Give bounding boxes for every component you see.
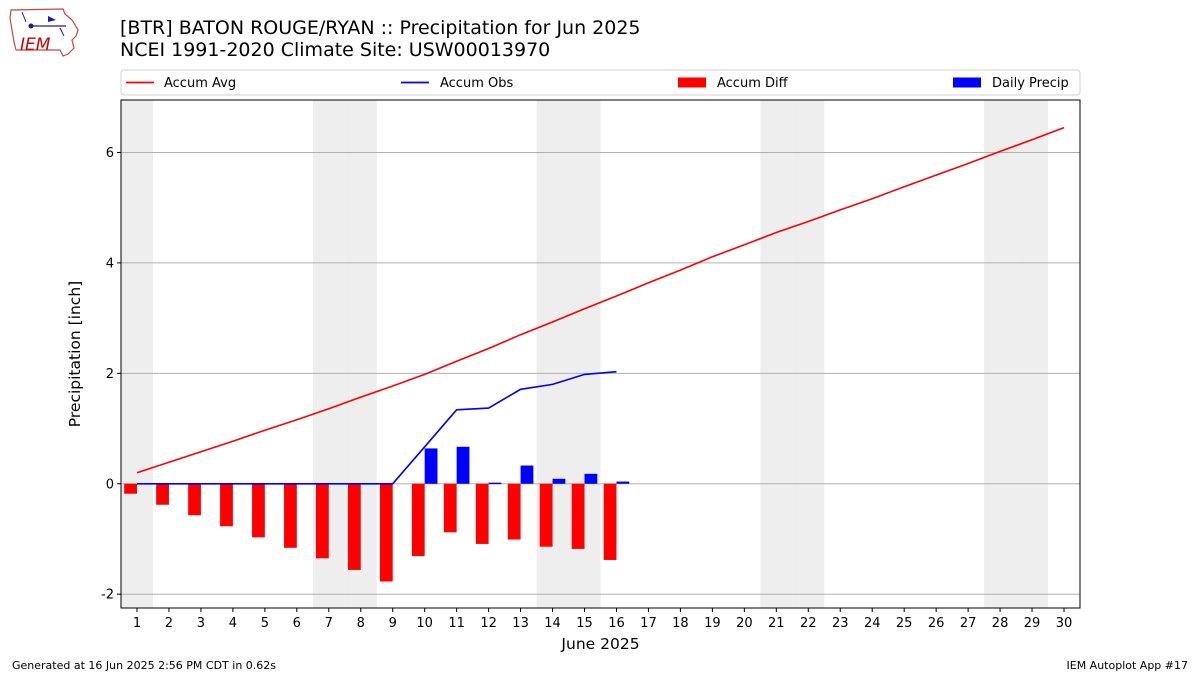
daily-precip-bar — [456, 446, 470, 484]
daily-precip-bar — [520, 465, 534, 484]
x-tick-label: 20 — [736, 616, 753, 631]
x-tick-label: 3 — [197, 616, 205, 631]
x-tick-label: 7 — [325, 616, 333, 631]
x-tick-label: 11 — [448, 616, 465, 631]
x-tick-label: 17 — [640, 616, 657, 631]
y-tick-label: 2 — [106, 367, 114, 382]
app-footer: IEM Autoplot App #17 — [1066, 659, 1189, 672]
accum-diff-bar — [156, 483, 169, 505]
weekend-band — [984, 100, 1017, 608]
x-tick-label: 18 — [672, 616, 689, 631]
accum-diff-bar — [124, 483, 137, 494]
daily-precip-bar — [616, 481, 630, 484]
y-axis-label: Precipitation [inch] — [66, 281, 84, 427]
x-tick-label: 13 — [512, 616, 529, 631]
legend-label: Accum Avg — [164, 76, 236, 91]
weekend-band — [121, 100, 153, 608]
weekend-band — [760, 100, 793, 608]
chart-title-block: [BTR] BATON ROUGE/RYAN :: Precipitation … — [120, 17, 641, 61]
weekend-band — [792, 100, 825, 608]
x-tick-label: 2 — [165, 616, 173, 631]
x-tick-label: 10 — [416, 616, 433, 631]
legend-swatch-bar — [678, 77, 706, 88]
daily-precip-bar — [424, 448, 438, 484]
generated-footer: Generated at 16 Jun 2025 2:56 PM CDT in … — [12, 659, 277, 672]
legend-label: Accum Diff — [717, 76, 789, 91]
x-tick-label: 29 — [1024, 616, 1041, 631]
daily-precip-bar — [552, 478, 566, 484]
daily-precip-bar — [584, 473, 598, 484]
x-tick-label: 28 — [992, 616, 1009, 631]
y-tick-label: 4 — [106, 256, 114, 271]
accum-diff-bar — [507, 483, 521, 540]
x-tick-label: 27 — [960, 616, 977, 631]
chart-subtitle: NCEI 1991-2020 Climate Site: USW00013970 — [120, 39, 551, 61]
accum-diff-bar — [315, 483, 329, 559]
x-tick-label: 19 — [704, 616, 721, 631]
weekend-band — [1016, 100, 1049, 608]
x-tick-label: 21 — [768, 616, 785, 631]
x-tick-label: 6 — [293, 616, 301, 631]
x-tick-label: 9 — [389, 616, 397, 631]
daily-precip-bar — [488, 482, 502, 485]
x-tick-label: 14 — [544, 616, 561, 631]
accum-diff-bar — [347, 483, 361, 570]
x-tick-label: 4 — [229, 616, 237, 631]
x-tick-label: 8 — [357, 616, 365, 631]
accum-diff-bar — [475, 483, 489, 544]
accum-avg-line — [136, 126, 1065, 474]
legend-label: Daily Precip — [992, 76, 1069, 91]
x-tick-label: 5 — [261, 616, 269, 631]
y-tick-label: 6 — [106, 146, 114, 161]
x-tick-label: 16 — [608, 616, 625, 631]
iem-logo: IEM — [8, 6, 80, 62]
accum-diff-bar — [443, 483, 457, 533]
accum-diff-bar — [284, 483, 297, 548]
x-tick-label: 1 — [133, 616, 141, 631]
x-axis-label: June 2025 — [560, 635, 639, 653]
accum-diff-bar — [220, 483, 233, 527]
x-tick-label: 22 — [800, 616, 817, 631]
y-tick-label: 0 — [106, 477, 114, 492]
accum-diff-bar — [539, 483, 553, 547]
accum-diff-bar — [252, 483, 265, 538]
legend-swatch-bar — [953, 77, 981, 88]
chart-title: [BTR] BATON ROUGE/RYAN :: Precipitation … — [120, 17, 641, 39]
legend-label: Accum Obs — [440, 76, 513, 91]
plot-frame — [120, 99, 1081, 609]
x-tick-label: 24 — [864, 616, 881, 631]
x-tick-label: 26 — [928, 616, 945, 631]
accum-diff-bar — [411, 483, 425, 557]
x-tick-label: 30 — [1056, 616, 1073, 631]
accum-diff-bar — [571, 483, 585, 549]
accum-diff-bar — [379, 483, 393, 582]
accum-diff-bar — [188, 483, 201, 516]
accum-diff-bar — [603, 483, 617, 560]
x-tick-label: 23 — [832, 616, 849, 631]
y-tick-label: -2 — [101, 588, 114, 603]
x-tick-label: 25 — [896, 616, 913, 631]
x-tick-label: 15 — [576, 616, 593, 631]
x-tick-label: 12 — [480, 616, 497, 631]
svg-text:IEM: IEM — [20, 35, 51, 55]
accum-obs-line — [137, 370, 617, 485]
legend-box — [120, 69, 1081, 96]
